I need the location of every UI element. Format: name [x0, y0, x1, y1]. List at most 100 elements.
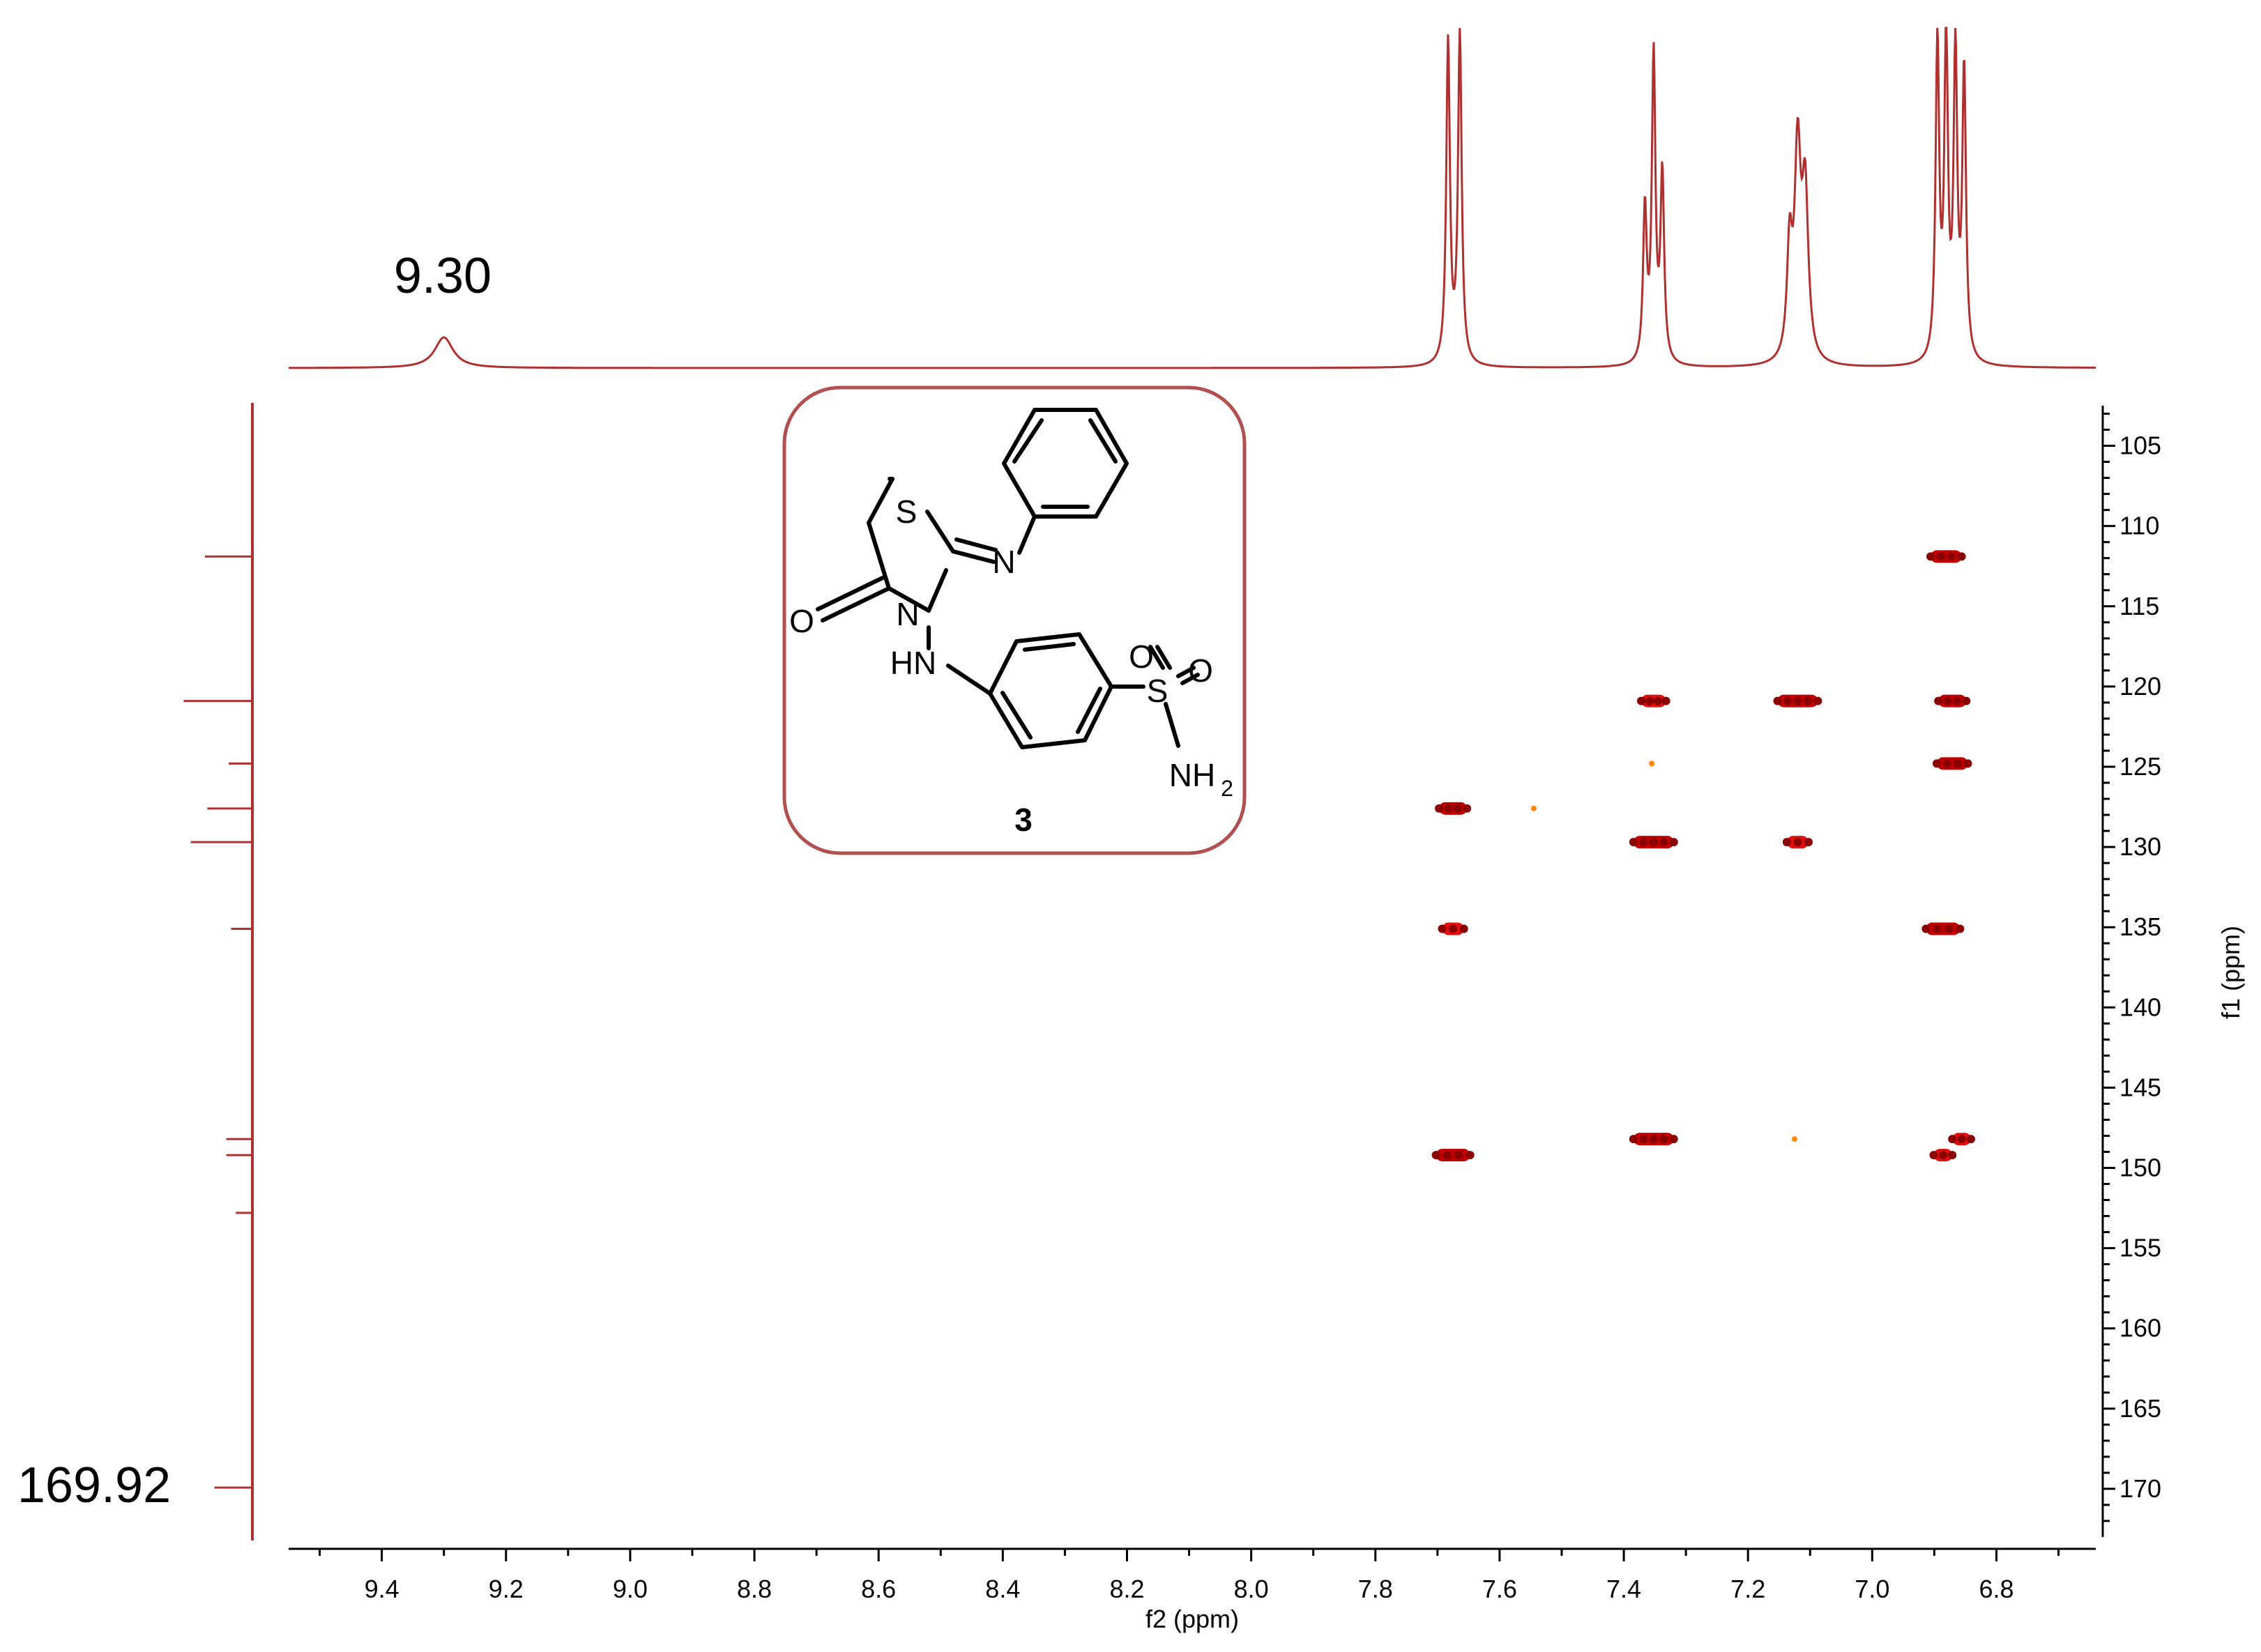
cross-peak	[1782, 836, 1813, 849]
cross-peak-dot	[1639, 1135, 1648, 1144]
cross-peak-dot	[1649, 760, 1655, 767]
y-tick-label: 150	[2119, 1154, 2161, 1182]
cross-peak-dot	[1653, 696, 1662, 705]
cross-peak-dot	[1933, 924, 1942, 933]
carbonyl-bond	[816, 575, 891, 622]
imine-bond	[951, 514, 1037, 564]
cross-peak	[1649, 760, 1655, 767]
cross-peak	[1921, 922, 1965, 935]
y-tick-label: 145	[2119, 1073, 2161, 1101]
cross-peak-dot	[1463, 804, 1472, 813]
cross-peak	[1636, 694, 1670, 708]
cross-peak	[1438, 922, 1468, 935]
x-tick-label: 7.8	[1358, 1575, 1393, 1603]
cross-peak	[1932, 757, 1972, 770]
cross-peak	[1629, 1133, 1678, 1146]
cross-peak-dot	[1444, 804, 1453, 813]
chemical-structure: S N O N HN S O O NH 2 3	[789, 408, 1233, 838]
cross-peak	[1948, 1133, 1975, 1146]
sulfonyl-bonds	[1109, 645, 1200, 748]
y-tick-label: 105	[2119, 431, 2161, 460]
hydrazine-bond	[927, 625, 992, 696]
inset-border	[782, 385, 1247, 855]
x-tick-label: 9.2	[489, 1575, 524, 1603]
cross-peak-dot	[1773, 696, 1782, 705]
x-tick-label: 8.2	[1109, 1575, 1144, 1603]
top-peak-annotation: 9.30	[394, 248, 492, 304]
y-tick-label: 155	[2119, 1234, 2161, 1262]
cross-peak	[1792, 1136, 1797, 1142]
cross-peak-core	[1931, 550, 1962, 563]
x-axis-label: f2 (ppm)	[1145, 1605, 1239, 1633]
x-tick-label: 9.4	[365, 1575, 399, 1603]
atom-n-imine: N	[992, 544, 1015, 580]
cross-peak-dot	[1943, 696, 1952, 705]
y-tick-label: 140	[2119, 993, 2161, 1021]
atom-nh2: NH	[1169, 757, 1215, 793]
cross-peak-dot	[1804, 838, 1813, 847]
cross-peak-dot	[1934, 696, 1943, 705]
y-axis-label: f1 (ppm)	[2216, 926, 2245, 1019]
x-axis: f2 (ppm) 9.4 9.2 9.0 8.8 8.6 8.4 8.2 8.0 7.8 7.6 7…	[289, 1547, 2096, 1633]
cross-peak-core	[1938, 694, 1967, 708]
cross-peak-dot	[1669, 838, 1678, 847]
phenyl-ring-inner-bonds	[1012, 418, 1118, 509]
y-axis: f1 (ppm) 105 110 115 120 125 130 135 140 145 150 1…	[2101, 406, 2245, 1537]
cross-peak-dot	[1438, 924, 1447, 933]
left-peak-annotation: 169.92	[17, 1458, 171, 1513]
x-tick-label: 8.0	[1234, 1575, 1269, 1603]
cross-peak-dot	[1530, 805, 1537, 811]
cross-peak-dot	[1659, 1135, 1668, 1144]
structure-inset: S N O N HN S O O NH 2 3	[782, 385, 1247, 855]
cross-peak-dot	[1938, 1151, 1947, 1160]
atom-hn: HN	[890, 645, 936, 681]
x-tick-label: 6.8	[1979, 1575, 2013, 1603]
cross-peak-dot	[1792, 1136, 1797, 1142]
y-tick-label: 170	[2119, 1474, 2161, 1503]
cross-peak-dot	[1639, 838, 1648, 847]
cross-peak-dot	[1442, 1151, 1452, 1160]
cross-peak-dot	[1942, 759, 1951, 768]
top-projection: 9.30	[289, 26, 2096, 369]
cross-peak-core	[1436, 1149, 1470, 1162]
x-tick-label: 7.4	[1606, 1575, 1641, 1603]
cross-peak	[1435, 802, 1472, 815]
cross-peak-dot	[1629, 838, 1638, 847]
atom-o-sulfonyl-1: O	[1129, 638, 1154, 675]
cross-peak-dot	[1793, 696, 1802, 705]
cross-peak-dot	[1936, 552, 1945, 561]
cross-peak-dot	[1953, 759, 1962, 768]
cross-peak-dot	[1782, 838, 1791, 847]
cross-peak	[1934, 694, 1971, 708]
cross-peak-dot	[1963, 759, 1972, 768]
compound-number: 3	[1014, 802, 1033, 838]
atom-o-carbonyl: O	[789, 603, 814, 639]
cross-peak-dot	[1793, 838, 1802, 847]
y-tick-label: 135	[2119, 912, 2161, 941]
cross-peak-dot	[1645, 696, 1654, 705]
cross-peak-dot	[1962, 696, 1971, 705]
cross-peak-core	[1439, 802, 1468, 815]
x-tick-label: 7.6	[1482, 1575, 1517, 1603]
atom-s-ring: S	[896, 494, 918, 530]
cross-peak	[1431, 1149, 1475, 1162]
y-tick-label: 120	[2119, 672, 2161, 701]
cross-peak-dot	[1929, 1151, 1938, 1160]
x-tick-label: 7.0	[1855, 1575, 1889, 1603]
cross-peak-dot	[1783, 696, 1792, 705]
cross-peak-dot	[1629, 1135, 1638, 1144]
cross-peak-dot	[1669, 1135, 1678, 1144]
cross-peak-dot	[1947, 552, 1956, 561]
cross-peak-dot	[1921, 924, 1931, 933]
cross-peak-dot	[1957, 552, 1966, 561]
x-tick-label: 9.0	[613, 1575, 648, 1603]
cross-peak-dot	[1454, 1151, 1463, 1160]
cross-peak-dot	[1453, 804, 1462, 813]
cross-peak-dot	[1649, 838, 1658, 847]
left-projection: 169.92	[17, 403, 254, 1540]
x-tick-label: 8.6	[861, 1575, 896, 1603]
cross-peak-dot	[1431, 1151, 1440, 1160]
cross-peak	[1926, 550, 1966, 563]
cross-peak-dot	[1466, 1151, 1475, 1160]
cross-peak-dot	[1932, 759, 1941, 768]
